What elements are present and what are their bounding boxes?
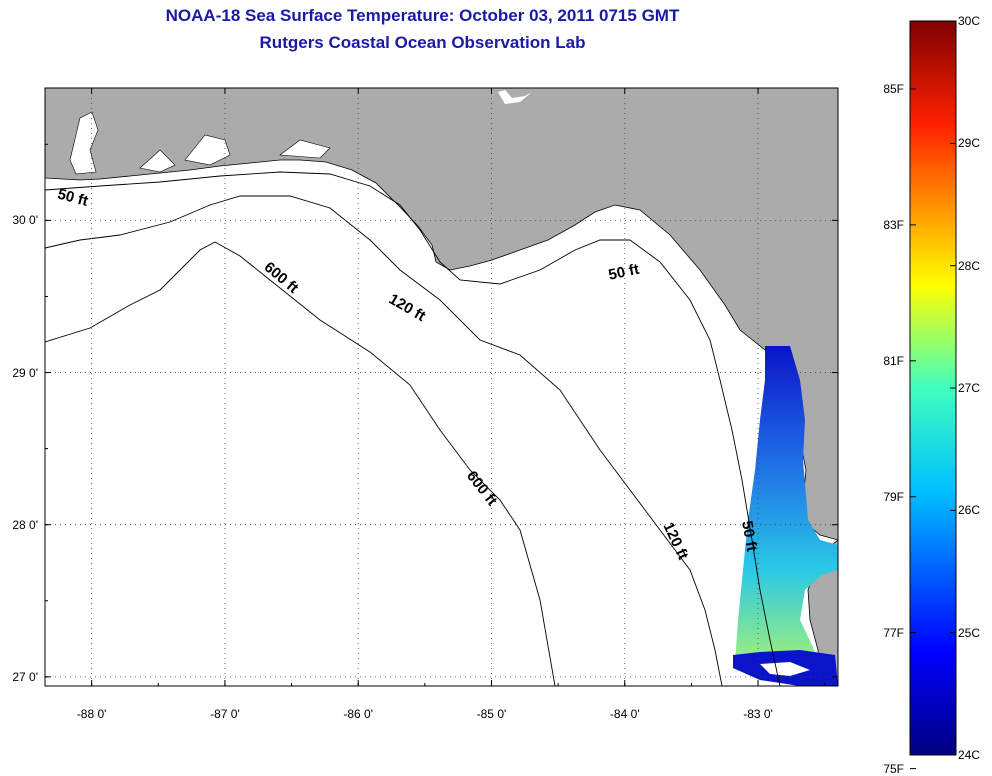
contour-label: 50 ft xyxy=(607,261,641,284)
colorbar-label-celsius: 26C xyxy=(958,503,981,518)
lat-tick-label: 28 0' xyxy=(12,517,38,532)
lat-tick-label: 29 0' xyxy=(12,365,38,380)
colorbar-label-fahrenheit: 81F xyxy=(883,353,904,368)
lon-tick-label: -85 0' xyxy=(476,707,507,721)
colorbar-label-celsius: 29C xyxy=(958,136,981,151)
cloud-gap xyxy=(760,662,810,676)
lon-tick-label: -86 0' xyxy=(343,707,374,721)
map-title: NOAA-18 Sea Surface Temperature: October… xyxy=(165,6,680,25)
colorbar xyxy=(909,20,957,756)
contour-50ft xyxy=(45,171,781,686)
contour-120ft xyxy=(45,195,723,686)
axis-ticks xyxy=(45,88,838,686)
lon-tick-label: -88 0' xyxy=(76,707,107,721)
bay xyxy=(184,134,231,166)
lat-tick-label: 27 0' xyxy=(12,669,38,684)
map-frame xyxy=(44,87,839,687)
map-subtitle: Rutgers Coastal Ocean Observation Lab xyxy=(259,33,586,52)
contour-600ft xyxy=(45,241,556,686)
colorbar-label-fahrenheit: 77F xyxy=(883,625,904,640)
colorbar-label-celsius: 30C xyxy=(958,14,981,28)
colorbar-ticks xyxy=(910,20,956,770)
map-grid xyxy=(45,88,838,686)
lat-tick-label: 30 0' xyxy=(12,213,38,228)
colorbar-label-fahrenheit: 83F xyxy=(883,217,904,232)
lon-tick-label: -87 0' xyxy=(210,707,240,721)
bay xyxy=(279,139,331,159)
lon-tick-label: -84 0' xyxy=(609,707,640,721)
contour-label: 50 ft xyxy=(738,519,760,552)
colorbar-label-fahrenheit: 75F xyxy=(883,761,904,776)
colorbar-label-celsius: 25C xyxy=(958,625,981,640)
lake xyxy=(498,90,532,104)
colorbar-label-celsius: 24C xyxy=(958,748,981,762)
colorbar-label-celsius: 28C xyxy=(958,258,981,273)
colorbar-label-fahrenheit: 79F xyxy=(883,489,904,504)
lon-tick-label: -83 0' xyxy=(743,707,773,721)
colorbar-label-fahrenheit: 85F xyxy=(883,81,904,96)
sst-swath xyxy=(735,346,838,664)
colorbar-label-celsius: 27C xyxy=(958,381,981,395)
bay xyxy=(139,149,176,173)
bay xyxy=(69,111,99,175)
